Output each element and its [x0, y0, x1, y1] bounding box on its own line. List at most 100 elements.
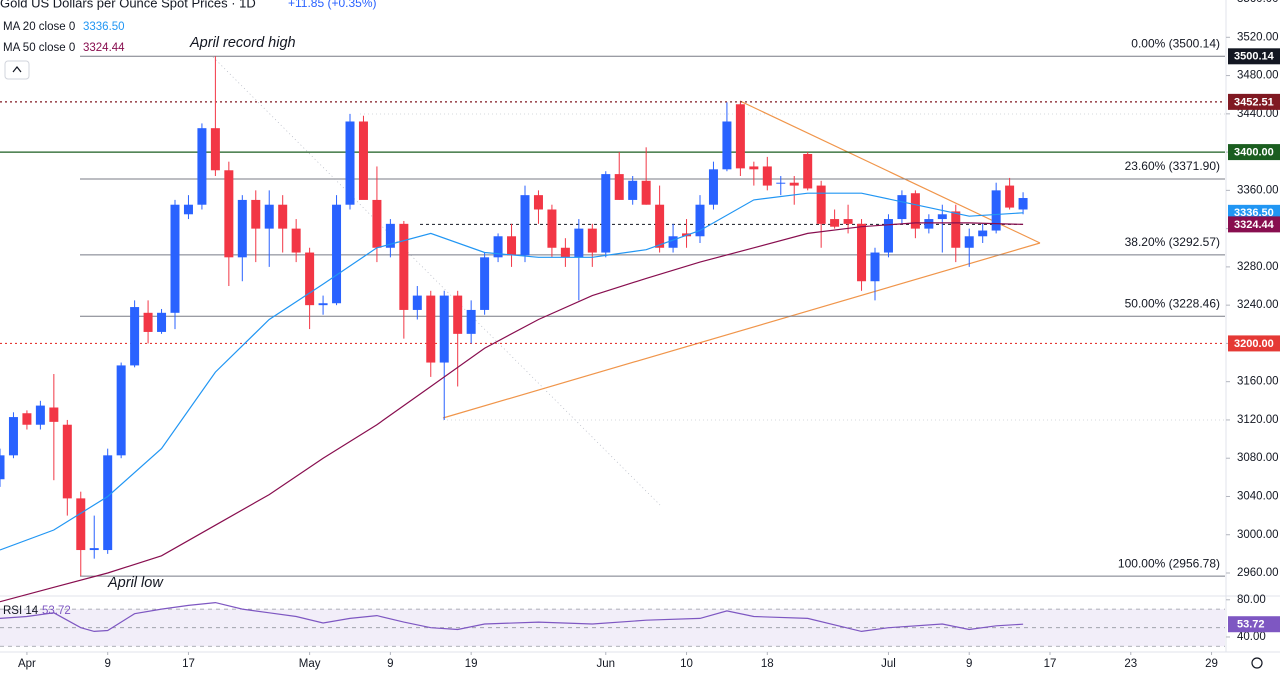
x-tick-label: 17	[182, 658, 195, 670]
y-tick-label: 3080.00	[1237, 452, 1279, 464]
candle-body	[587, 228, 597, 253]
candle-body	[157, 312, 167, 332]
price-tag	[1228, 216, 1280, 233]
legend-value: 3324.44	[83, 42, 125, 54]
rsi-name: RSI 14	[3, 605, 39, 617]
y-tick-label: 3160.00	[1237, 376, 1279, 388]
labels: 2960.00 3000.00 3040.00 3080.00 3120.00 3160.…	[18, 0, 1280, 670]
fib-label: 50.00% (3228.46)	[1125, 296, 1220, 310]
candle-body	[318, 303, 328, 306]
candle-body	[628, 180, 638, 200]
y-tick-label: 3120.00	[1237, 414, 1279, 426]
candle-body	[116, 365, 126, 456]
candle-body	[103, 455, 113, 551]
triangle-lower	[442, 242, 1041, 419]
legend-value: 3336.50	[83, 21, 125, 33]
candle-body	[937, 214, 947, 220]
candle-body	[614, 174, 624, 200]
candle-body	[722, 121, 732, 170]
candle-body	[520, 195, 530, 256]
legend-entry: MA 20 close 0	[3, 21, 75, 33]
fib-label: 38.20% (3292.57)	[1125, 235, 1220, 249]
candle-body	[412, 295, 422, 310]
candle-body	[708, 169, 718, 205]
candle-body	[493, 236, 503, 258]
candle-body	[1005, 185, 1015, 208]
x-tick-label: 29	[1205, 658, 1218, 670]
x-tick-label: 17	[1044, 658, 1057, 670]
price-tag-label: 3324.44	[1234, 219, 1275, 231]
candle-body	[210, 128, 220, 171]
candle-body	[978, 230, 988, 237]
price-tag	[1228, 335, 1280, 352]
candle-body	[22, 413, 32, 425]
candle-body	[291, 228, 301, 253]
y-tick-label: 3280.00	[1237, 261, 1279, 273]
x-tick-label: 10	[680, 658, 693, 670]
candle-body	[762, 166, 772, 186]
chart-title: Gold US Dollars per Ounce Spot Prices · …	[0, 0, 256, 10]
candle-body	[278, 204, 288, 229]
candle-body	[305, 252, 315, 306]
x-tick-label: 18	[761, 658, 774, 670]
candle-body	[910, 193, 920, 229]
rsi-tag-label: 53.72	[1237, 619, 1265, 631]
candle-body	[601, 174, 611, 253]
legend-entry: MA 50 close 0	[3, 42, 75, 54]
candle-body	[49, 407, 59, 422]
x-tick-label: 9	[104, 658, 110, 670]
chevron-icon	[12, 66, 22, 73]
x-tick-label: 9	[387, 658, 393, 670]
candle-body	[143, 312, 153, 332]
rsi-y-tick-label: 80.00	[1237, 594, 1266, 606]
annotation: April record high	[189, 35, 296, 51]
candle-body	[735, 104, 745, 169]
price-tag-label: 3200.00	[1234, 338, 1274, 350]
candle-body	[883, 219, 893, 253]
price-tag-label: 3500.14	[1234, 51, 1275, 63]
rsi-band	[0, 609, 1225, 647]
candle-body	[76, 498, 86, 551]
price-tag	[1228, 48, 1280, 65]
x-tick-label: Apr	[18, 658, 36, 670]
triangle-upper	[739, 100, 1041, 244]
candle-body	[803, 154, 813, 189]
candle-body	[358, 121, 368, 200]
x-tick-label: 19	[465, 658, 478, 670]
candle-body	[251, 199, 261, 229]
ma-line	[0, 222, 1024, 603]
price-tag	[1228, 93, 1280, 110]
candle-body	[507, 236, 517, 256]
y-tick-label: 3480.00	[1237, 70, 1279, 82]
candle-body	[574, 228, 584, 258]
price-tag-label: 3336.50	[1234, 207, 1274, 219]
candle-body	[776, 182, 786, 184]
candle-body	[789, 182, 799, 186]
candle-body	[345, 121, 355, 205]
candle-body	[749, 166, 759, 170]
x-tick-label: 9	[966, 658, 972, 670]
candle-body	[641, 180, 651, 205]
candle-body	[924, 219, 934, 229]
collapse-button[interactable]	[4, 60, 30, 80]
candle-body	[372, 199, 382, 248]
candle-body	[385, 223, 395, 248]
candle-body	[130, 307, 140, 366]
candle-body	[35, 405, 45, 425]
rsi-y-tick-label: 40.00	[1237, 631, 1266, 643]
candle-body	[8, 417, 18, 456]
settings-icon[interactable]	[1251, 657, 1263, 669]
candle-body	[857, 223, 867, 282]
y-tick-label: 3520.00	[1237, 31, 1279, 43]
candle-body	[533, 195, 543, 210]
annotation: April low	[107, 575, 164, 591]
y-tick-label: 3240.00	[1237, 299, 1279, 311]
x-tick-label: May	[299, 658, 321, 670]
rsi-line	[0, 601, 1024, 633]
y-tick-label: 3040.00	[1237, 491, 1279, 503]
candle-body	[816, 185, 826, 224]
candle-body	[897, 195, 907, 220]
candle-body	[870, 252, 880, 282]
